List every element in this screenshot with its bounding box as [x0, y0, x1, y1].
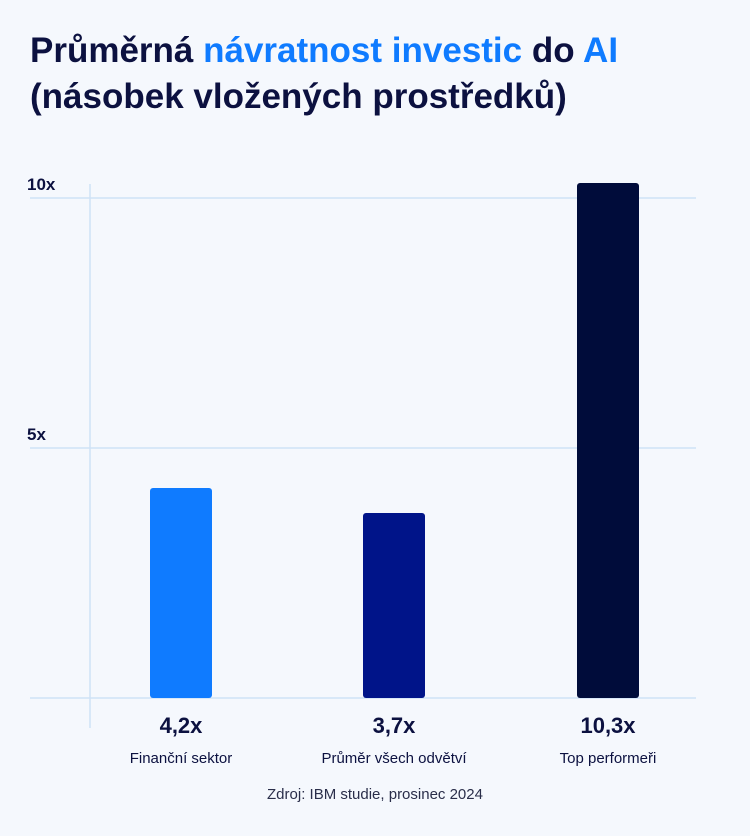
- title-highlight-roi: návratnost investic: [203, 31, 523, 70]
- category-label: Průměr všech odvětví: [321, 750, 467, 767]
- category-label: Top performeři: [560, 750, 657, 767]
- title-line-2: (násobek vložených prostředků): [30, 77, 567, 116]
- y-tick-label: 10x: [27, 175, 56, 194]
- chart-title: Průměrná návratnost investic do AI (náso…: [30, 28, 730, 120]
- bar-1: [150, 488, 212, 698]
- title-highlight-ai: AI: [583, 31, 619, 70]
- y-tick-label: 5x: [27, 425, 46, 444]
- source-note: Zdroj: IBM studie, prosinec 2024: [267, 786, 483, 803]
- bar-3: [577, 183, 639, 698]
- title-part-1: Průměrná: [30, 31, 204, 70]
- value-label: 10,3x: [580, 713, 636, 738]
- title-part-2: do: [522, 31, 584, 70]
- category-label: Finanční sektor: [130, 750, 233, 767]
- value-label: 4,2x: [160, 713, 204, 738]
- bar-2: [363, 513, 425, 698]
- value-label: 3,7x: [373, 713, 417, 738]
